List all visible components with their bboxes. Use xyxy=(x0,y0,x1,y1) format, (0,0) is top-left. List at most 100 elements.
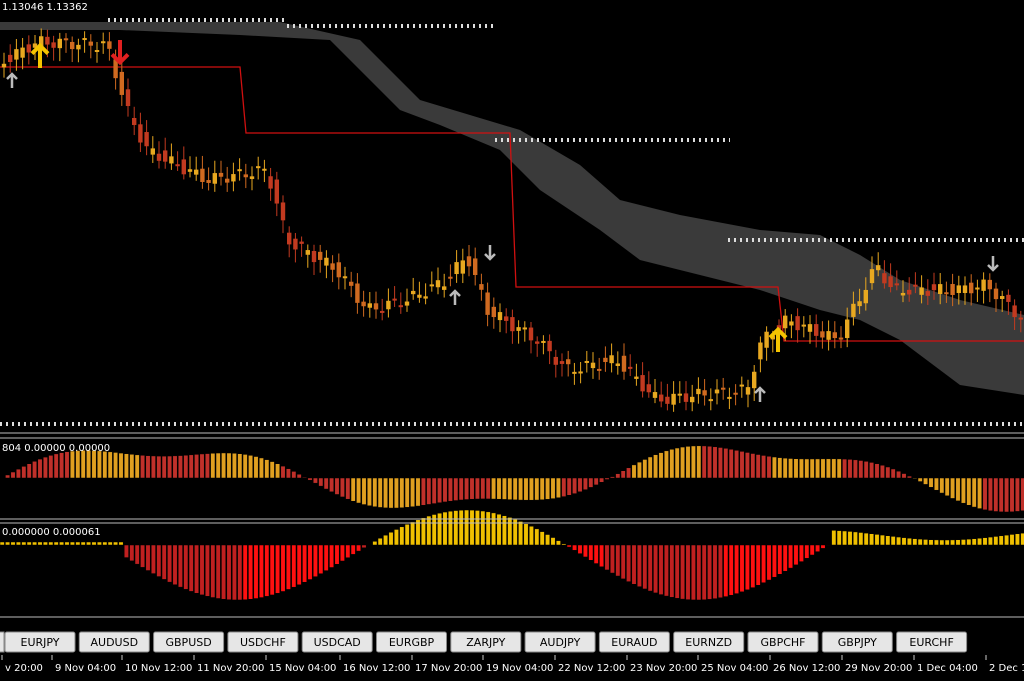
histogram-bar xyxy=(389,532,393,545)
histogram-bar xyxy=(248,545,252,599)
histogram-bar xyxy=(43,542,47,545)
candle xyxy=(839,338,843,340)
candle xyxy=(572,372,576,374)
histogram-bar xyxy=(713,447,717,478)
histogram-bar xyxy=(119,453,123,478)
candle xyxy=(330,263,334,269)
histogram-bar xyxy=(103,451,107,478)
symbol-tab-label[interactable]: EURJPY xyxy=(21,636,60,649)
candle xyxy=(45,37,49,45)
candle xyxy=(188,169,192,172)
histogram-bar xyxy=(86,450,90,478)
histogram-bar xyxy=(902,538,906,545)
histogram-bar xyxy=(913,539,917,545)
candle xyxy=(560,361,564,364)
histogram-bar xyxy=(643,459,647,478)
symbol-tab-label[interactable]: GBPUSD xyxy=(165,636,211,649)
histogram-bar xyxy=(513,478,517,500)
histogram-bar xyxy=(389,478,393,508)
candle xyxy=(752,372,756,388)
candle xyxy=(51,42,55,47)
candle xyxy=(20,48,24,58)
candle xyxy=(337,262,341,277)
histogram-bar xyxy=(22,542,26,545)
candle xyxy=(814,324,818,336)
histogram-bar xyxy=(49,542,53,545)
histogram-bar xyxy=(416,478,420,506)
histogram-bar xyxy=(65,452,69,478)
histogram-bar xyxy=(416,520,420,545)
histogram-bar xyxy=(605,545,609,570)
candle xyxy=(485,292,489,314)
histogram-bar xyxy=(173,545,177,585)
candle xyxy=(963,285,967,293)
histogram-bar xyxy=(659,453,663,478)
histogram-bar xyxy=(491,513,495,545)
histogram-bar xyxy=(599,545,603,567)
histogram-bar xyxy=(626,545,630,582)
histogram-bar xyxy=(578,478,582,492)
histogram-bar xyxy=(594,545,598,564)
symbol-tab-label[interactable]: AUDUSD xyxy=(91,636,139,649)
symbol-tab-label[interactable]: EURCHF xyxy=(909,636,953,649)
symbol-tab-label[interactable]: USDCAD xyxy=(314,636,361,649)
histogram-bar xyxy=(567,478,571,495)
histogram-bar xyxy=(740,451,744,478)
candle xyxy=(721,388,725,390)
histogram-bar xyxy=(594,478,598,485)
histogram-bar xyxy=(772,457,776,478)
histogram-bar xyxy=(1021,478,1024,511)
histogram-bar xyxy=(988,537,992,545)
histogram-bar xyxy=(103,542,107,545)
histogram-bar xyxy=(351,478,355,501)
candle xyxy=(926,291,930,296)
candle xyxy=(603,358,607,362)
candle xyxy=(467,256,471,266)
histogram-bar xyxy=(270,545,274,595)
symbol-tab-label[interactable]: EURAUD xyxy=(611,636,657,649)
candle xyxy=(1000,296,1004,299)
symbol-tab-label[interactable]: GBPCHF xyxy=(761,636,806,649)
time-label: 29 Nov 20:00 xyxy=(845,663,912,674)
symbol-tab-label[interactable]: EURGBP xyxy=(389,636,435,649)
symbol-tab[interactable] xyxy=(0,632,4,652)
histogram-bar xyxy=(475,478,479,499)
histogram-bar xyxy=(940,478,944,493)
time-label: 15 Nov 04:00 xyxy=(269,663,336,674)
histogram-bar xyxy=(324,478,328,489)
histogram-bar xyxy=(308,545,312,580)
histogram-bar xyxy=(135,545,139,564)
candle xyxy=(268,176,272,188)
histogram-bar xyxy=(254,457,258,478)
candle xyxy=(758,343,762,360)
time-label: v 20:00 xyxy=(5,663,43,674)
histogram-bar xyxy=(724,448,728,478)
histogram-bar xyxy=(1010,534,1014,545)
histogram-bar xyxy=(92,450,96,478)
histogram-bar xyxy=(632,465,636,478)
candle xyxy=(126,89,130,106)
histogram-bar xyxy=(11,472,15,478)
symbol-tab-label[interactable]: EURNZD xyxy=(685,636,732,649)
histogram-bar xyxy=(194,545,198,593)
histogram-bar xyxy=(734,450,738,478)
symbol-tab-label[interactable]: AUDJPY xyxy=(540,636,581,649)
time-label: 25 Nov 04:00 xyxy=(701,663,768,674)
histogram-bar xyxy=(194,454,198,478)
histogram-bar xyxy=(5,475,9,478)
candle xyxy=(64,38,68,40)
symbol-tab-label[interactable]: ZARJPY xyxy=(466,636,505,649)
histogram-bar xyxy=(86,542,90,545)
histogram-bar xyxy=(189,545,193,591)
candle xyxy=(318,252,322,260)
histogram-bar xyxy=(184,545,188,589)
histogram-bar xyxy=(470,510,474,545)
histogram-bar xyxy=(680,545,684,599)
symbol-tab-label[interactable]: GBPJPY xyxy=(838,636,877,649)
time-label: 2 Dec 12:00 xyxy=(989,663,1024,674)
symbol-tab-label[interactable]: USDCHF xyxy=(240,636,286,649)
candle xyxy=(473,258,477,275)
price-label: 1.13046 1.13362 xyxy=(2,2,88,13)
candle xyxy=(70,42,74,49)
histogram-bar xyxy=(967,478,971,505)
